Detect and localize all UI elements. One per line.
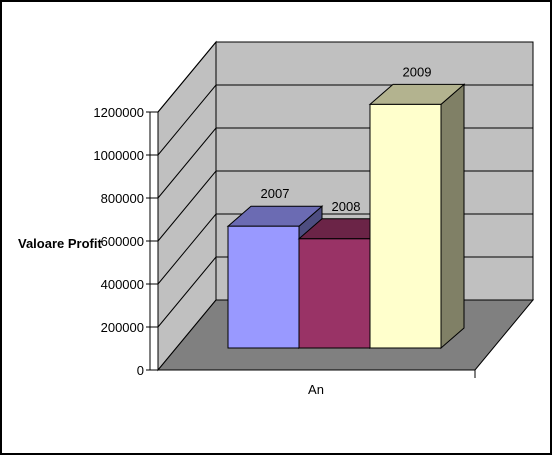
bar-front [298,238,371,349]
bar-front [227,225,300,349]
data-label: 2009 [403,64,432,79]
y-tick-label: 600000 [101,234,144,249]
y-tick-label: 200000 [101,320,144,335]
bar-front [369,103,442,349]
y-tick-label: 400000 [101,277,144,292]
y-axis-ticks: 0 200000 400000 600000 800000 1000000 1200000 [93,105,476,378]
y-tick-label: 0 [137,363,144,378]
y-axis-label: Valoare Profit [18,236,102,251]
bar-side [440,83,465,350]
x-axis-label: An [308,382,324,397]
y-tick-label: 1000000 [93,148,144,163]
data-label: 2008 [332,199,361,214]
y-tick-label: 1200000 [93,105,144,120]
gridline [157,41,533,113]
y-tick-label: 800000 [101,191,144,206]
data-label: 2007 [261,186,290,201]
bars [226,83,466,350]
data-labels: 2007 2008 2009 [261,64,432,213]
